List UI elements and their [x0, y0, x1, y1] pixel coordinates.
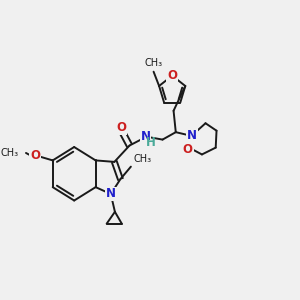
Text: CH₃: CH₃ [133, 154, 151, 164]
Text: N: N [106, 188, 116, 200]
Text: O: O [30, 149, 40, 162]
Text: O: O [167, 69, 177, 82]
Text: CH₃: CH₃ [145, 58, 163, 68]
Text: O: O [183, 142, 193, 156]
Text: O: O [116, 121, 126, 134]
Text: N: N [187, 129, 197, 142]
Text: H: H [146, 136, 156, 149]
Text: CH₃: CH₃ [1, 148, 19, 158]
Text: N: N [140, 130, 151, 142]
